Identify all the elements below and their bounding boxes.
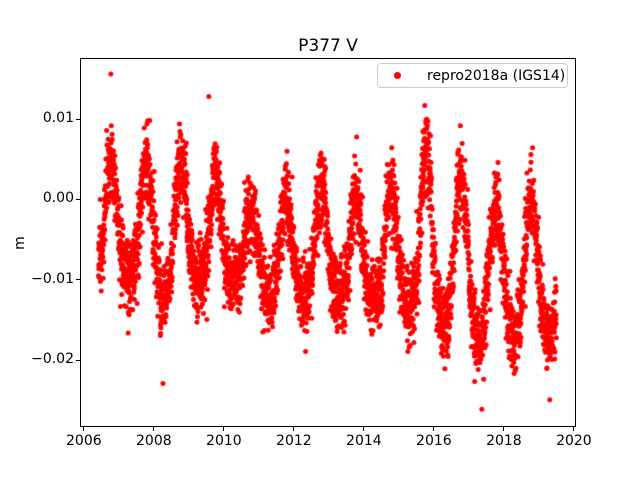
x-axis-tick-label: 2020 [556,433,592,449]
y-axis-tick [76,118,80,120]
y-axis-tick-label: 0.01 [42,110,74,127]
y-axis-label: m [11,236,28,250]
legend: repro2018a (IGS14) [377,63,568,88]
x-axis-tick [503,427,505,431]
scatter-points-canvas [80,58,576,427]
y-axis-tick [76,279,80,281]
x-axis-tick-label: 2018 [486,433,522,449]
legend-label: repro2018a (IGS14) [427,67,566,84]
x-axis-tick-label: 2006 [66,433,102,449]
x-axis-tick [153,427,155,431]
y-axis-tick [76,359,80,361]
x-axis-tick [573,427,575,431]
x-axis-tick [83,427,85,431]
legend-dot-marker-icon [394,72,401,79]
x-axis-tick-label: 2016 [416,433,452,449]
x-axis-tick-label: 2010 [206,433,242,449]
x-axis-tick [363,427,365,431]
y-axis-tick-label: −0.01 [31,270,74,287]
y-axis-tick [76,198,80,200]
y-axis-tick-label: −0.02 [31,351,74,368]
x-axis-tick-label: 2012 [276,433,312,449]
y-axis-tick-label: 0.00 [42,190,74,207]
x-axis-tick [433,427,435,431]
x-axis-tick-label: 2014 [346,433,382,449]
chart-title: P377 V [298,36,358,56]
x-axis-tick-label: 2008 [136,433,172,449]
x-axis-tick [223,427,225,431]
x-axis-tick [293,427,295,431]
